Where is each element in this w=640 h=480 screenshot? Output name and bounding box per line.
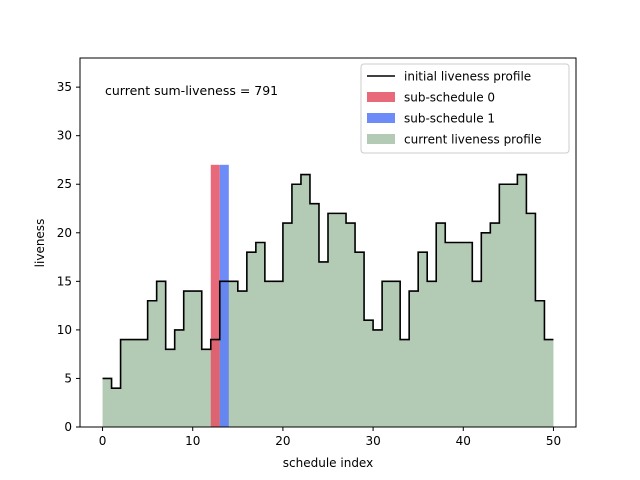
plot-area — [79, 57, 577, 428]
x-tick-label: 40 — [456, 434, 471, 448]
y-axis: 0 5 10 15 20 25 30 35 — [57, 80, 80, 434]
axes-frame — [79, 57, 577, 428]
y-tick-label: 25 — [57, 177, 72, 191]
y-tick-label: 15 — [57, 274, 72, 288]
y-tick-label: 30 — [57, 129, 72, 143]
x-axis-label: schedule index — [283, 456, 373, 470]
legend-patch-swatch — [367, 134, 395, 144]
sub-schedule-0-bar — [210, 164, 220, 427]
y-axis-label: liveness — [33, 219, 47, 268]
legend-box — [360, 63, 570, 154]
y-tick-label: 5 — [64, 371, 72, 385]
y-tick-label: 0 — [64, 420, 72, 434]
x-tick-label: 50 — [546, 434, 561, 448]
legend-patch-swatch — [367, 92, 395, 102]
legend-label: current liveness profile — [404, 133, 541, 147]
x-tick-label: 20 — [275, 434, 290, 448]
legend: initial liveness profile sub-schedule 0 su… — [360, 63, 570, 154]
sub-schedule-1-bar — [219, 164, 229, 427]
x-tick-label: 0 — [99, 434, 107, 448]
y-tick-label: 35 — [57, 80, 72, 94]
current-liveness-area — [102, 174, 554, 427]
y-tick-label: 20 — [57, 226, 72, 240]
x-axis: 0 10 20 30 40 50 — [99, 427, 561, 448]
initial-liveness-line — [102, 173, 554, 389]
legend-label: initial liveness profile — [404, 70, 531, 84]
legend-label: sub-schedule 0 — [404, 91, 495, 105]
x-tick-label: 10 — [185, 434, 200, 448]
legend-label: sub-schedule 1 — [404, 112, 495, 126]
y-tick-label: 10 — [57, 323, 72, 337]
legend-patch-swatch — [367, 113, 395, 123]
sum-liveness-annotation: current sum-liveness = 791 — [105, 83, 278, 98]
x-tick-label: 30 — [365, 434, 380, 448]
